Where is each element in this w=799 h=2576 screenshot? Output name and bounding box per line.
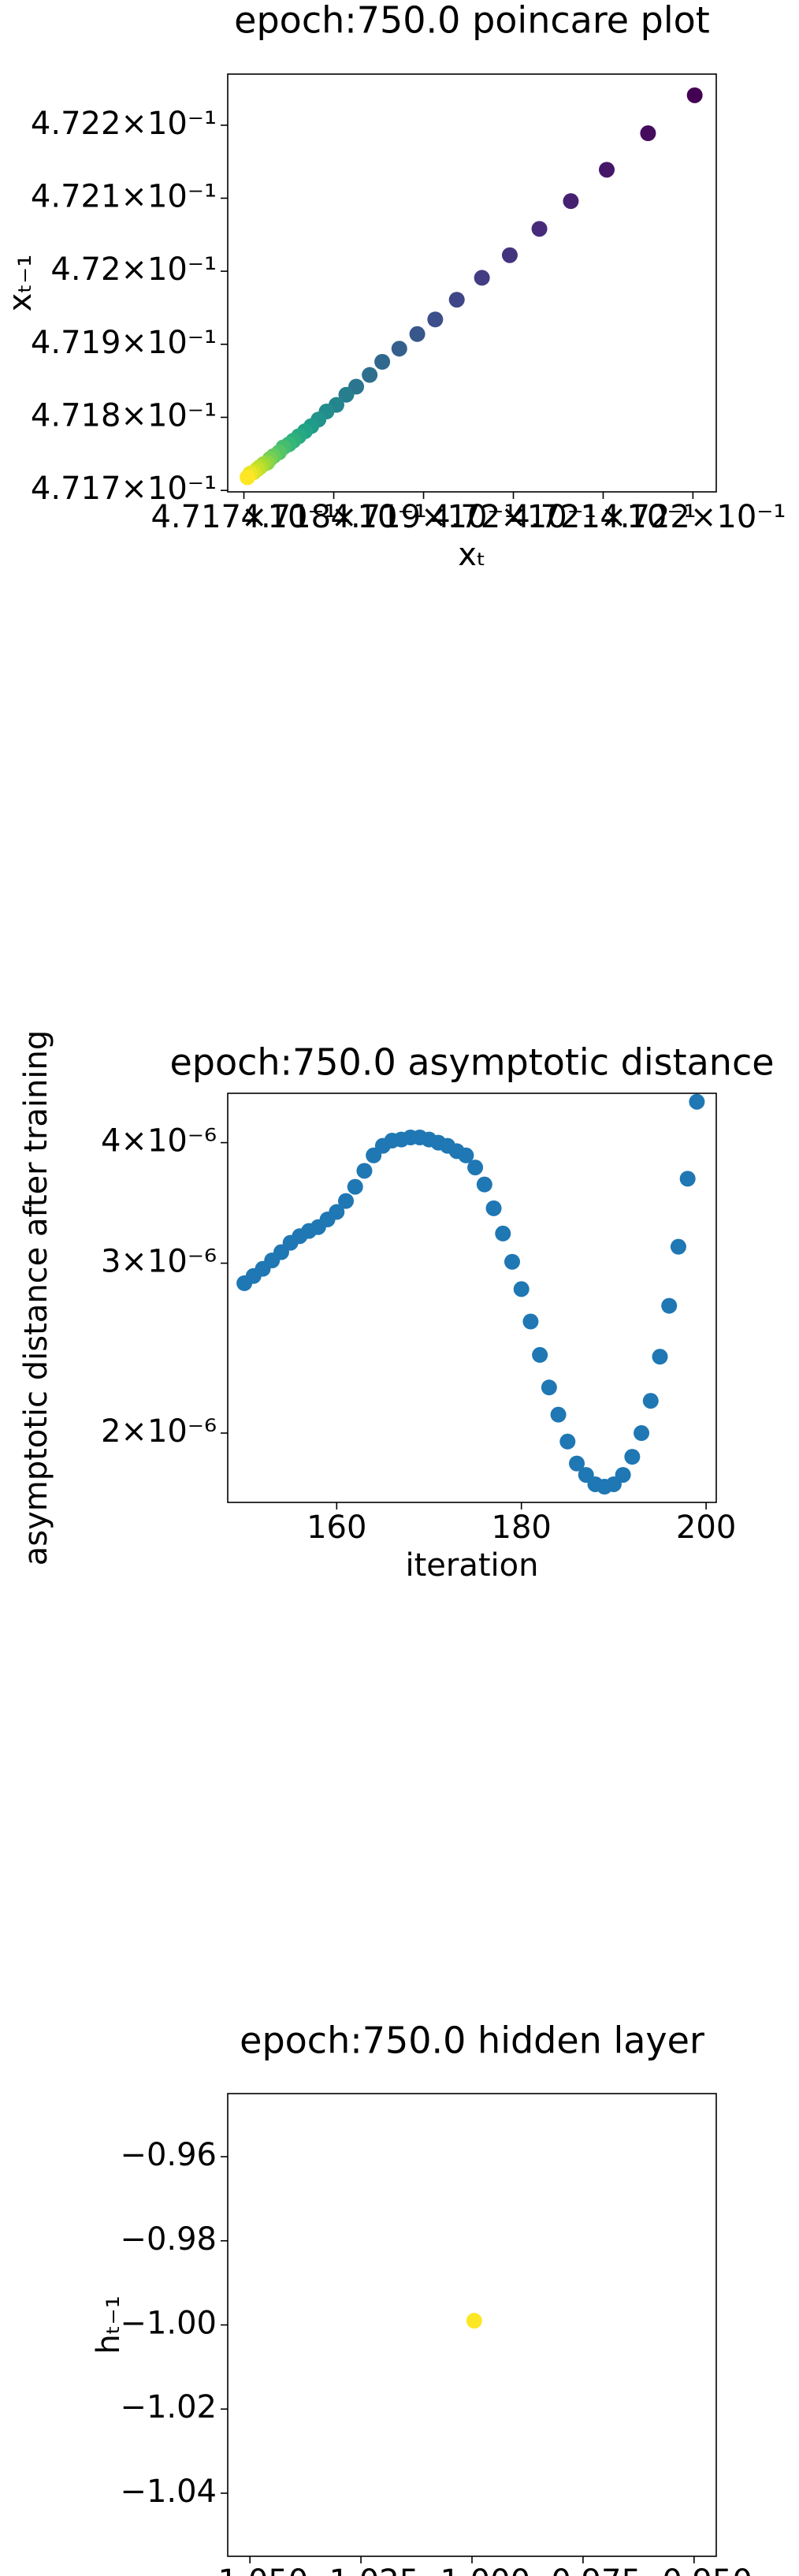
point — [409, 326, 426, 342]
x-tick-label: 200 — [676, 1509, 736, 1546]
point — [686, 87, 703, 103]
y-tick-label: 4.719×10⁻¹ — [31, 325, 217, 361]
point — [448, 292, 465, 308]
plot-frame — [227, 73, 717, 493]
point — [495, 1225, 511, 1241]
point — [679, 1171, 696, 1187]
chart-title: epoch:750.0 hidden layer — [240, 2019, 704, 2062]
x-tick-label: −1.000 — [414, 2563, 530, 2576]
y-tick-label: −1.00 — [120, 2306, 217, 2342]
point — [474, 270, 490, 286]
point — [634, 1425, 650, 1442]
x-tick-label: −0.975 — [525, 2563, 641, 2576]
point — [504, 1253, 520, 1270]
point — [541, 1379, 557, 1396]
y-tick-label: −0.96 — [120, 2137, 217, 2173]
chart-title: epoch:750.0 asymptotic distance — [169, 1041, 774, 1084]
point — [640, 125, 656, 142]
point — [467, 1160, 484, 1176]
point — [624, 1449, 641, 1465]
point — [670, 1238, 686, 1255]
point — [531, 221, 548, 237]
point — [559, 1433, 576, 1450]
point — [501, 247, 518, 263]
plot-frame — [227, 2093, 717, 2557]
point — [391, 341, 407, 357]
point — [661, 1297, 678, 1314]
y-tick-label: 4.72×10⁻¹ — [50, 251, 217, 288]
point — [689, 1093, 705, 1110]
point — [599, 162, 615, 178]
point — [466, 2313, 482, 2329]
x-tick-label: 4.718×10⁻¹ — [241, 499, 427, 535]
y-tick-label: 4.722×10⁻¹ — [31, 106, 217, 142]
point — [569, 1455, 585, 1472]
point — [240, 469, 256, 486]
x-tick-label: 180 — [492, 1509, 552, 1546]
point — [550, 1406, 567, 1423]
y-tick-label: −1.02 — [120, 2389, 217, 2425]
x-tick-label: −1.025 — [303, 2563, 419, 2576]
point — [476, 1176, 492, 1193]
x-tick-label: 4.719×10⁻¹ — [331, 499, 517, 535]
x-tick-label: 4.717×10⁻¹ — [151, 499, 336, 535]
point — [615, 1467, 631, 1483]
point — [347, 1178, 363, 1195]
point — [652, 1349, 668, 1365]
point — [374, 354, 391, 370]
x-tick-label: 160 — [307, 1509, 366, 1546]
y-tick-label: −0.98 — [120, 2221, 217, 2258]
point — [563, 193, 579, 210]
point — [532, 1346, 548, 1363]
y-axis-label: hₜ₋₁ — [91, 2295, 127, 2354]
x-tick-label: −1.050 — [191, 2563, 308, 2576]
x-axis-label: iteration — [406, 1547, 539, 1584]
y-tick-label: 4×10⁻⁶ — [101, 1123, 217, 1160]
point — [338, 386, 355, 403]
x-axis-label: xₜ — [458, 537, 485, 573]
point — [485, 1200, 502, 1216]
y-tick-label: 4.717×10⁻¹ — [31, 471, 217, 507]
point — [522, 1313, 539, 1330]
point — [427, 311, 444, 328]
point — [329, 1204, 345, 1220]
point — [458, 1147, 474, 1163]
point — [642, 1393, 659, 1409]
y-axis-label: xₜ₋₁ — [2, 255, 39, 312]
y-tick-label: 2×10⁻⁶ — [101, 1413, 217, 1450]
y-tick-label: 4.721×10⁻¹ — [31, 178, 217, 214]
x-tick-label: 4.722×10⁻¹ — [600, 499, 786, 535]
plot-frame — [227, 1093, 717, 1503]
point — [513, 1281, 530, 1297]
point — [362, 367, 378, 383]
point — [338, 1193, 355, 1209]
y-tick-label: 4.718×10⁻¹ — [31, 397, 217, 434]
x-tick-label: −0.950 — [636, 2563, 753, 2576]
y-tick-label: 3×10⁻⁶ — [101, 1244, 217, 1280]
y-tick-label: −1.04 — [120, 2474, 217, 2510]
x-tick-label: 4.72×10⁻¹ — [430, 499, 596, 535]
x-tick-label: 4.721×10⁻¹ — [510, 499, 696, 535]
point — [356, 1163, 373, 1179]
y-axis-label: asymptotic distance after training — [18, 1030, 54, 1566]
chart-title: epoch:750.0 poincare plot — [234, 0, 710, 42]
